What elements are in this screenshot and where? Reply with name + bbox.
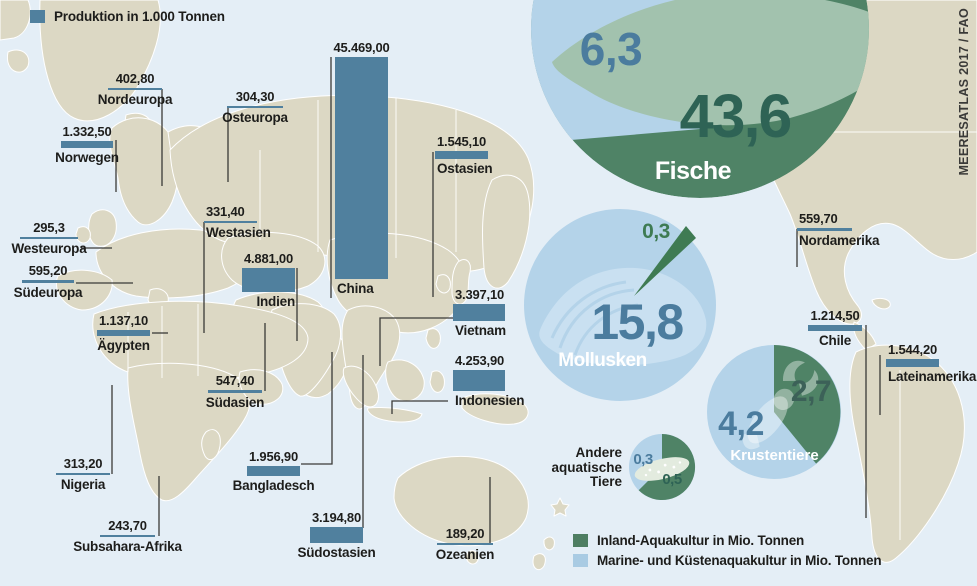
legend-marine-label: Marine- und Küstenaquakultur in Mio. Ton… bbox=[597, 553, 882, 568]
mollusken-title: Mollusken bbox=[558, 350, 647, 371]
starfish-icon bbox=[550, 497, 570, 517]
source-credit: MEERESATLAS 2017 / FAO bbox=[957, 8, 971, 176]
krustentiere-title: Krustentiere bbox=[730, 447, 819, 464]
pointer-line-vietnam bbox=[379, 317, 453, 366]
pointer-line-bangladesch bbox=[301, 352, 333, 465]
fische-inland-value: 43,6 bbox=[679, 82, 793, 150]
marine-color-swatch bbox=[573, 554, 588, 567]
sea-cucumber-icon bbox=[634, 457, 690, 481]
mollusken-marine-value: 15,8 bbox=[591, 294, 684, 350]
inland-color-swatch bbox=[573, 534, 588, 547]
pie-mollusken-inland-slice bbox=[634, 226, 696, 296]
mollusken-inland-value: 0,3 bbox=[642, 220, 670, 243]
pie-krustentiere bbox=[707, 345, 841, 479]
krustentiere-marine-value: 4,2 bbox=[718, 405, 764, 443]
bar-color-swatch bbox=[30, 10, 45, 23]
andere-marine-value: 0,3 bbox=[633, 451, 653, 468]
legend-inland-label: Inland-Aquakultur in Mio. Tonnen bbox=[597, 533, 805, 548]
fische-marine-value: 6,3 bbox=[579, 23, 643, 75]
fish-icon bbox=[552, 0, 869, 126]
andere-inland-value: 0,5 bbox=[662, 471, 682, 488]
pie-fische bbox=[531, 0, 869, 198]
pointer-lines bbox=[76, 57, 881, 544]
legend-aquaculture: Inland-Aquakultur in Mio. Tonnen Marine-… bbox=[573, 533, 882, 568]
legend-production-label: Produktion in 1.000 Tonnen bbox=[54, 9, 225, 24]
andere-title: Andere aquatische Tiere bbox=[551, 445, 622, 489]
pie-krustentiere-inland-slice bbox=[774, 345, 841, 464]
pie-mollusken bbox=[524, 209, 716, 401]
fische-title: Fische bbox=[654, 157, 732, 185]
pie-andere bbox=[629, 433, 696, 500]
pointer-line-indonesien bbox=[391, 400, 448, 414]
legend-production: Produktion in 1.000 Tonnen bbox=[30, 9, 225, 24]
krustentiere-inland-value: 2,7 bbox=[790, 375, 832, 408]
crayfish-icon bbox=[742, 360, 819, 450]
